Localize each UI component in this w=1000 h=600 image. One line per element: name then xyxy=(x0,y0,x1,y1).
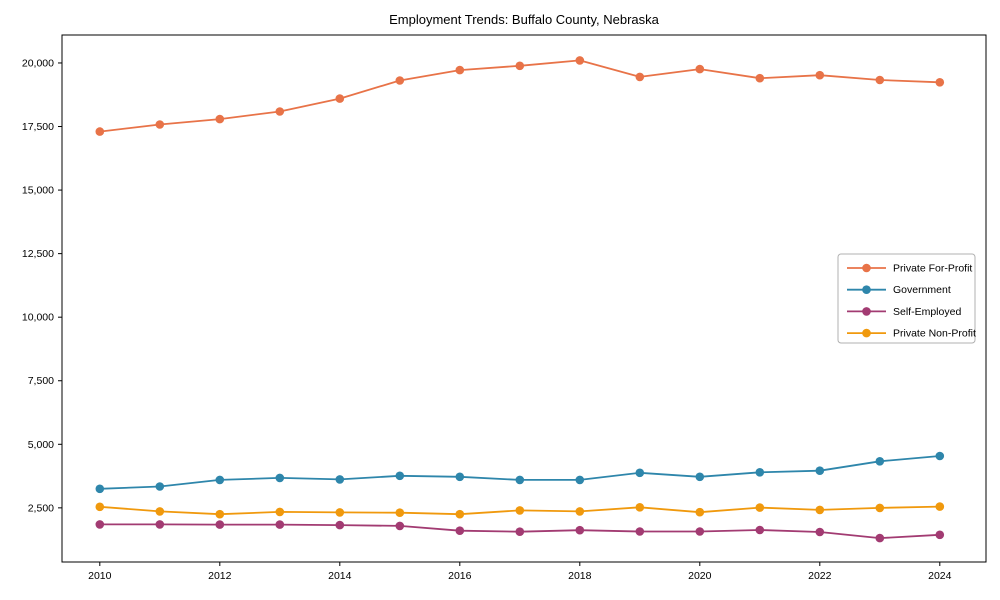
y-tick-label: 12,500 xyxy=(22,248,54,260)
data-point-private-for-profit-2017 xyxy=(515,61,525,71)
legend-label-private-for-profit: Private For-Profit xyxy=(893,263,972,275)
data-point-private-non-profit-2016 xyxy=(455,509,465,519)
y-tick-label: 5,000 xyxy=(28,439,54,451)
x-tick-label: 2016 xyxy=(448,570,472,582)
data-point-government-2014 xyxy=(335,475,345,484)
data-point-private-for-profit-2010 xyxy=(95,127,105,136)
data-point-private-for-profit-2015 xyxy=(395,76,405,85)
data-point-private-non-profit-2022 xyxy=(815,505,825,515)
legend-label-government: Government xyxy=(893,284,951,296)
y-tick-label: 15,000 xyxy=(22,185,54,197)
data-point-private-for-profit-2020 xyxy=(695,64,705,74)
data-point-self-employed-2024 xyxy=(935,530,945,540)
legend-box xyxy=(837,253,976,344)
data-point-government-2018 xyxy=(575,475,585,485)
data-point-private-non-profit-2010 xyxy=(95,502,105,512)
data-point-private-for-profit-2012 xyxy=(215,114,225,124)
data-point-government-2016 xyxy=(455,472,465,482)
data-point-self-employed-2014 xyxy=(335,520,345,530)
data-point-self-employed-2016 xyxy=(455,526,465,535)
data-point-self-employed-2020 xyxy=(695,527,705,536)
series-line-private-for-profit xyxy=(99,59,940,133)
data-point-self-employed-2021 xyxy=(755,525,765,535)
data-point-self-employed-2018 xyxy=(575,525,585,535)
data-point-government-2023 xyxy=(875,457,885,466)
data-point-private-non-profit-2013 xyxy=(275,507,285,517)
data-point-private-for-profit-2019 xyxy=(635,72,645,82)
data-point-private-for-profit-2013 xyxy=(275,107,285,116)
legend-swatch-marker-government xyxy=(862,285,871,295)
data-point-government-2021 xyxy=(755,468,765,477)
data-point-private-non-profit-2012 xyxy=(215,509,225,519)
data-point-government-2010 xyxy=(95,484,105,494)
data-point-private-for-profit-2018 xyxy=(575,56,585,65)
data-point-government-2020 xyxy=(695,472,705,482)
chart-title: Employment Trends: Buffalo County, Nebra… xyxy=(389,12,660,27)
data-point-government-2019 xyxy=(635,468,645,478)
legend-swatch-marker-private-for-profit xyxy=(862,263,871,273)
legend-item-self-employed: Self-Employed xyxy=(847,306,961,318)
data-point-self-employed-2022 xyxy=(815,527,825,537)
legend-item-private-non-profit: Private Non-Profit xyxy=(847,328,976,340)
data-point-private-non-profit-2018 xyxy=(575,507,585,516)
data-point-government-2011 xyxy=(155,482,165,491)
data-point-self-employed-2017 xyxy=(515,527,525,536)
data-point-self-employed-2010 xyxy=(95,520,105,529)
legend-item-private-for-profit: Private For-Profit xyxy=(847,263,972,275)
y-tick-label: 20,000 xyxy=(22,57,54,69)
data-point-private-non-profit-2017 xyxy=(515,506,525,515)
x-tick-label: 2024 xyxy=(928,570,952,582)
data-point-private-non-profit-2019 xyxy=(635,503,645,512)
data-point-private-non-profit-2021 xyxy=(755,503,765,512)
series-layer xyxy=(95,56,945,543)
data-point-private-for-profit-2011 xyxy=(155,120,165,129)
legend-layer: Private For-Profit Government Self-Employe… xyxy=(837,253,976,344)
data-point-self-employed-2019 xyxy=(635,527,645,536)
data-point-government-2022 xyxy=(815,466,825,476)
data-point-private-for-profit-2024 xyxy=(935,78,945,87)
y-tick-label: 2,500 xyxy=(28,502,54,514)
data-point-government-2024 xyxy=(935,451,945,461)
legend-swatch-marker-private-non-profit xyxy=(862,328,871,338)
axes-layer: 2,500 5,000 7,500 10,000 12,500 15,000 17,500 2… xyxy=(22,34,987,582)
data-point-private-non-profit-2024 xyxy=(935,502,945,511)
data-point-government-2013 xyxy=(275,473,285,483)
data-point-private-non-profit-2020 xyxy=(695,507,705,517)
y-tick-label: 10,000 xyxy=(22,312,54,324)
data-point-private-for-profit-2014 xyxy=(335,94,345,103)
data-point-private-for-profit-2021 xyxy=(755,73,765,83)
data-point-private-non-profit-2011 xyxy=(155,507,165,516)
x-tick-label: 2022 xyxy=(808,570,832,582)
data-point-self-employed-2015 xyxy=(395,521,405,531)
y-tick-label: 17,500 xyxy=(22,121,54,133)
data-point-government-2012 xyxy=(215,475,225,485)
data-point-self-employed-2011 xyxy=(155,520,165,529)
x-tick-label: 2020 xyxy=(688,570,712,582)
data-point-private-non-profit-2015 xyxy=(395,508,405,517)
data-point-government-2017 xyxy=(515,475,525,485)
x-tick-label: 2018 xyxy=(568,570,592,582)
data-point-private-for-profit-2022 xyxy=(815,70,825,80)
data-point-self-employed-2012 xyxy=(215,520,225,529)
x-tick-label: 2010 xyxy=(88,570,112,582)
data-point-private-non-profit-2014 xyxy=(335,508,345,517)
y-tick-label: 7,500 xyxy=(28,375,54,387)
x-tick-label: 2014 xyxy=(328,570,352,582)
legend-swatch-marker-self-employed xyxy=(862,307,871,316)
data-point-private-for-profit-2016 xyxy=(455,65,465,75)
x-tick-label: 2012 xyxy=(208,570,232,582)
plot-border xyxy=(61,34,987,563)
data-point-private-for-profit-2023 xyxy=(875,75,885,85)
legend-label-private-non-profit: Private Non-Profit xyxy=(893,328,976,340)
data-point-self-employed-2013 xyxy=(275,520,285,529)
legend-item-government: Government xyxy=(847,284,951,296)
legend-label-self-employed: Self-Employed xyxy=(893,306,961,318)
data-point-government-2015 xyxy=(395,471,405,481)
data-point-self-employed-2023 xyxy=(875,533,885,543)
data-point-private-non-profit-2023 xyxy=(875,503,885,513)
